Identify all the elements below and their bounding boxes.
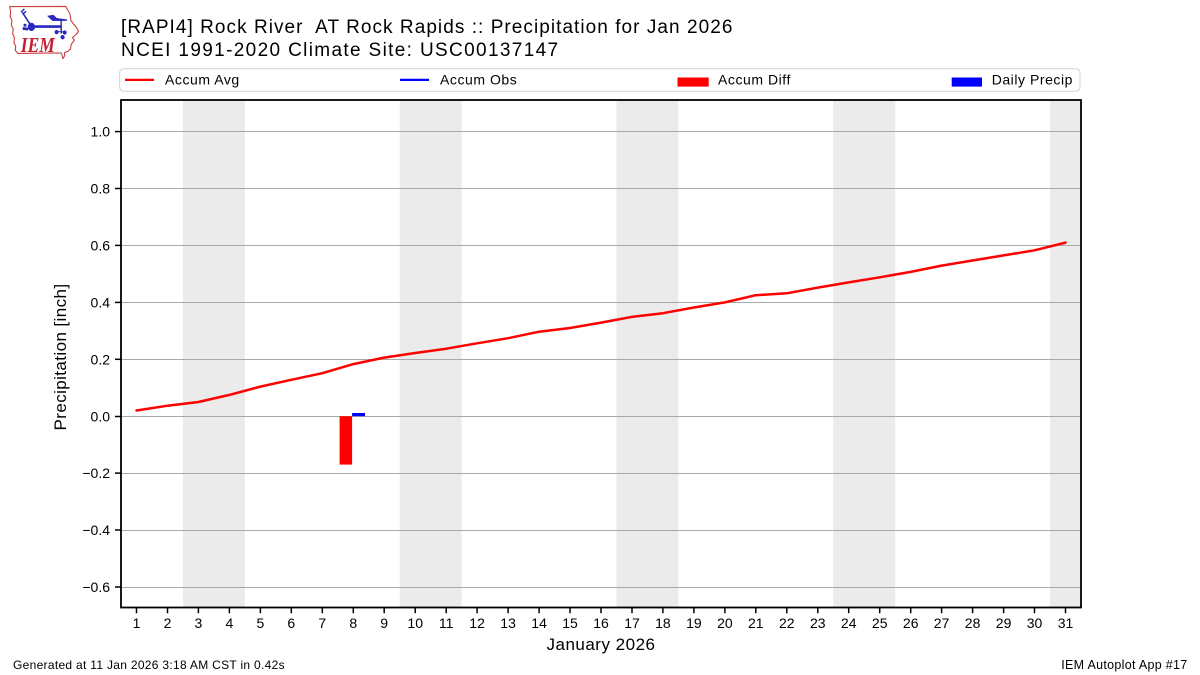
svg-text:6: 6 (287, 615, 295, 631)
svg-text:30: 30 (1027, 615, 1043, 631)
svg-text:14: 14 (531, 615, 547, 631)
svg-text:2: 2 (164, 615, 172, 631)
svg-text:NCEI 1991-2020 Climate Site: U: NCEI 1991-2020 Climate Site: USC00137147 (121, 40, 559, 61)
svg-text:3: 3 (195, 615, 203, 631)
svg-text:27: 27 (934, 615, 950, 631)
svg-text:4: 4 (226, 615, 234, 631)
svg-text:19: 19 (686, 615, 702, 631)
svg-text:0.6: 0.6 (91, 238, 111, 254)
svg-text:[RAPI4] Rock River AT Rock Ra: [RAPI4] Rock River AT Rock Rapids :: Pre… (121, 17, 733, 38)
svg-text:8: 8 (349, 615, 357, 631)
svg-text:9: 9 (380, 615, 388, 631)
svg-text:11: 11 (439, 615, 454, 631)
svg-text:Generated at 11 Jan 2026 3:18: Generated at 11 Jan 2026 3:18 AM CST in … (13, 658, 285, 672)
svg-text:24: 24 (841, 615, 857, 631)
svg-text:20: 20 (717, 615, 733, 631)
svg-text:IEM: IEM (20, 33, 56, 57)
svg-text:Accum Obs: Accum Obs (440, 71, 517, 87)
svg-text:0.2: 0.2 (91, 351, 111, 367)
svg-text:1: 1 (133, 615, 141, 631)
svg-text:29: 29 (996, 615, 1012, 631)
svg-text:31: 31 (1058, 615, 1074, 631)
svg-text:7: 7 (318, 615, 326, 631)
svg-text:5: 5 (257, 615, 265, 631)
svg-text:26: 26 (903, 615, 919, 631)
svg-text:18: 18 (655, 615, 671, 631)
svg-text:10: 10 (407, 615, 423, 631)
svg-text:28: 28 (965, 615, 981, 631)
svg-text:16: 16 (593, 615, 609, 631)
svg-text:23: 23 (810, 615, 826, 631)
svg-text:17: 17 (624, 615, 640, 631)
svg-text:−0.6: −0.6 (82, 579, 110, 595)
svg-text:Precipitation [inch]: Precipitation [inch] (51, 284, 70, 431)
svg-text:1.0: 1.0 (91, 124, 111, 140)
svg-text:Accum Avg: Accum Avg (165, 71, 240, 87)
svg-text:IEM Autoplot App #17: IEM Autoplot App #17 (1061, 658, 1187, 672)
svg-text:−0.2: −0.2 (82, 465, 110, 481)
svg-text:0.4: 0.4 (91, 295, 111, 311)
svg-text:0.0: 0.0 (91, 408, 111, 424)
svg-text:January 2026: January 2026 (546, 635, 655, 654)
svg-text:0.8: 0.8 (91, 181, 111, 197)
svg-text:−0.4: −0.4 (82, 522, 110, 538)
svg-text:22: 22 (779, 615, 795, 631)
svg-text:12: 12 (469, 615, 485, 631)
svg-text:25: 25 (872, 615, 888, 631)
svg-text:Accum Diff: Accum Diff (718, 71, 791, 87)
svg-text:21: 21 (748, 615, 764, 631)
svg-text:13: 13 (500, 615, 516, 631)
svg-text:15: 15 (562, 615, 578, 631)
svg-text:Daily Precip: Daily Precip (992, 71, 1073, 87)
